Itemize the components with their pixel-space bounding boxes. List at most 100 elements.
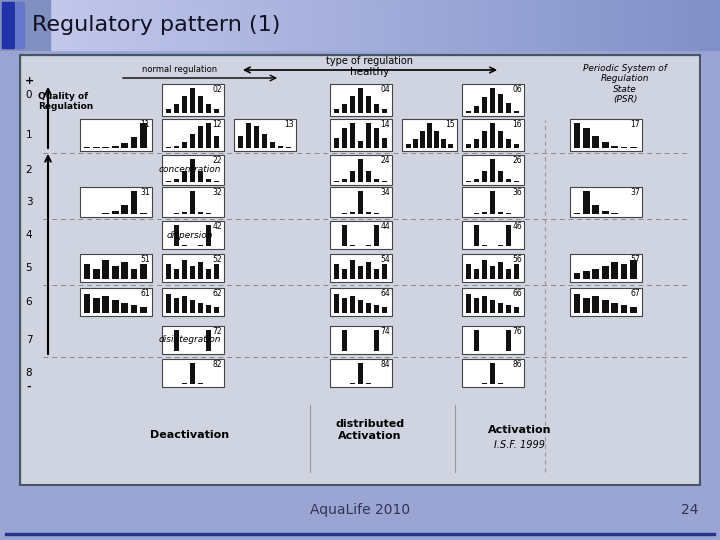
Bar (699, 0, 700, 50)
Bar (498, 94, 503, 113)
Bar (141, 0, 142, 50)
Bar (111, 0, 112, 50)
Bar (715, 0, 716, 50)
Bar (374, 268, 379, 279)
Bar (602, 0, 603, 50)
Bar (358, 191, 364, 214)
Bar (474, 298, 480, 313)
Bar (466, 111, 472, 113)
Bar (623, 0, 624, 50)
Bar (266, 0, 267, 50)
Bar (574, 294, 580, 313)
Bar (214, 264, 220, 279)
Bar (351, 0, 352, 50)
Bar (531, 0, 532, 50)
Bar (189, 159, 195, 182)
Bar (216, 0, 217, 50)
Bar (178, 0, 179, 50)
Bar (349, 212, 355, 214)
Bar (556, 0, 557, 50)
Bar (34, 0, 35, 50)
Bar (147, 0, 148, 50)
Bar (80, 187, 152, 217)
Bar (421, 0, 422, 50)
Bar (214, 136, 220, 148)
Text: 22: 22 (212, 156, 222, 165)
Bar (641, 0, 642, 50)
Bar (162, 326, 224, 354)
Text: 16: 16 (513, 120, 522, 129)
Bar (541, 0, 542, 50)
Bar (166, 264, 171, 279)
Bar (286, 147, 292, 148)
Bar (226, 0, 227, 50)
Bar (37, 0, 38, 50)
Bar (142, 0, 143, 50)
Text: 24: 24 (380, 156, 390, 165)
Bar (696, 0, 697, 50)
Bar (462, 288, 524, 316)
Bar (663, 0, 664, 50)
Bar (662, 0, 663, 50)
Bar (90, 0, 91, 50)
Bar (228, 0, 229, 50)
Bar (276, 0, 277, 50)
Bar (658, 0, 659, 50)
Bar (162, 0, 163, 50)
Bar (212, 0, 213, 50)
Bar (675, 0, 676, 50)
Bar (481, 0, 482, 50)
Bar (17, 0, 18, 50)
Bar (650, 0, 651, 50)
Bar (214, 181, 220, 182)
Bar (349, 123, 355, 148)
Text: 1: 1 (26, 130, 32, 140)
Bar (25, 0, 26, 50)
Text: 44: 44 (380, 222, 390, 231)
Bar (626, 0, 627, 50)
Bar (458, 0, 459, 50)
Bar (279, 0, 280, 50)
Bar (582, 0, 583, 50)
Bar (304, 0, 305, 50)
Bar (113, 0, 114, 50)
Bar (462, 359, 524, 387)
Bar (513, 307, 519, 313)
Bar (158, 0, 159, 50)
Bar (631, 0, 632, 50)
Bar (422, 0, 423, 50)
Bar (115, 0, 116, 50)
Bar (22, 0, 23, 50)
Bar (617, 0, 618, 50)
Bar (267, 0, 268, 50)
Bar (225, 0, 226, 50)
Bar (112, 0, 113, 50)
Text: 04: 04 (380, 85, 390, 94)
Bar (526, 0, 527, 50)
Bar (337, 0, 338, 50)
Bar (512, 0, 513, 50)
Bar (174, 179, 179, 182)
Bar (583, 271, 590, 279)
Bar (330, 119, 392, 151)
Bar (310, 0, 311, 50)
Bar (513, 264, 519, 279)
Bar (33, 0, 34, 50)
Bar (143, 0, 144, 50)
Bar (374, 104, 379, 113)
Bar (68, 0, 69, 50)
Bar (174, 145, 179, 148)
Bar (419, 0, 420, 50)
Bar (330, 155, 392, 185)
Bar (6, 0, 7, 50)
Bar (516, 0, 517, 50)
Bar (525, 0, 526, 50)
Bar (140, 264, 147, 279)
Bar (402, 119, 457, 151)
Bar (649, 0, 650, 50)
Bar (260, 0, 261, 50)
Bar (119, 0, 120, 50)
Bar (55, 0, 56, 50)
Bar (665, 0, 666, 50)
Bar (508, 0, 509, 50)
